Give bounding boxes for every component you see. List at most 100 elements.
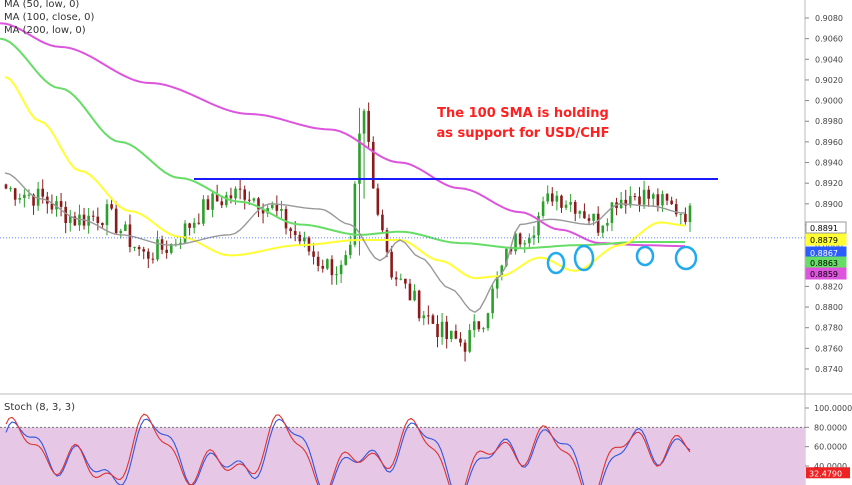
candle-body (381, 214, 384, 231)
candle-body (344, 255, 348, 265)
annotation-line-2: as support for USD/CHF (436, 126, 610, 141)
candle-body (514, 233, 517, 252)
candle-body (394, 277, 398, 280)
candle-body (431, 315, 435, 324)
candle-body (555, 195, 559, 202)
candle-body (587, 218, 591, 221)
candle-body (335, 274, 338, 276)
candle-body (358, 133, 361, 184)
candle-body (348, 244, 352, 256)
candle-body (225, 195, 228, 206)
price-tag (805, 233, 847, 246)
candle-body (23, 194, 26, 199)
fast-ma-line (4, 172, 686, 313)
candle-body (638, 196, 641, 205)
stoch-tick-label: 100.0000 (814, 404, 852, 413)
candle-body (440, 321, 444, 338)
legend-ma100: MA (100, close, 0) (4, 12, 95, 23)
candle-body (73, 216, 77, 226)
annotation-line-1: The 100 SMA is holding (437, 106, 609, 121)
stoch-tick-label: 40.0000 (814, 462, 847, 471)
candle-body (238, 188, 242, 190)
candle-body (647, 189, 650, 199)
candle-body (353, 183, 357, 245)
candle-body (546, 193, 549, 202)
candle-body (491, 288, 494, 314)
stoch-d-line (5, 413, 691, 485)
candle-body (537, 215, 540, 236)
price-tick-label: 0.8980 (815, 117, 843, 126)
candle-body (477, 321, 481, 330)
candle-body (518, 233, 522, 245)
candle-body (573, 202, 577, 214)
ma50-line (4, 75, 686, 280)
price-tick-label: 0.8940 (815, 159, 843, 168)
candle-body (665, 194, 669, 201)
candle-body (376, 188, 380, 215)
candle-body (399, 278, 403, 280)
candle-body (404, 278, 407, 284)
price-tick-label: 0.8780 (815, 324, 843, 333)
candle-body (248, 199, 251, 201)
candle-body (472, 321, 476, 331)
support-circle (573, 244, 595, 272)
support-circle (546, 251, 566, 275)
stoch-k-line (5, 418, 691, 485)
support-circle (635, 245, 655, 267)
price-tag-label: 0.8859 (810, 270, 838, 279)
candle-body (532, 235, 536, 239)
price-tick-label: 0.8960 (815, 138, 843, 147)
candle-body (436, 323, 439, 338)
price-tag-label: 0.8891 (810, 224, 838, 233)
candle-body (596, 213, 600, 233)
candle-body (495, 276, 499, 289)
price-tick-label: 0.8920 (815, 179, 843, 188)
candle-body (137, 246, 141, 250)
price-tick-label: 0.8820 (815, 282, 843, 291)
candle-body (110, 204, 113, 209)
candle-body (339, 264, 343, 275)
candle-body (592, 213, 595, 221)
candle-body (252, 198, 256, 201)
candle-body (624, 199, 628, 206)
candle-body (36, 188, 40, 206)
candle-body (367, 110, 370, 142)
candle-body (41, 188, 45, 197)
ma200-line (0, 22, 685, 248)
candle-body (321, 265, 325, 269)
candle-body (408, 283, 412, 301)
candle-body (560, 195, 563, 208)
price-tick-label: 0.8740 (815, 365, 843, 374)
ma-legend: MA (50, low, 0) MA (100, close, 0) MA (2… (4, 0, 94, 37)
candle-body (679, 213, 683, 215)
price-tick-label: 0.8900 (815, 200, 843, 209)
candle-body (500, 265, 504, 277)
candle-body (330, 259, 334, 276)
candle-body (27, 194, 31, 196)
candle-body (449, 330, 453, 340)
candle-body (220, 201, 224, 206)
candle-body (257, 198, 260, 210)
candle-body (119, 230, 123, 234)
candle-body (528, 238, 531, 244)
candle-body (32, 194, 35, 206)
candle-body (509, 248, 513, 252)
candle-body (482, 328, 485, 330)
candle-body (541, 201, 545, 216)
price-tick-label: 0.9080 (815, 14, 843, 23)
candle-body (610, 202, 614, 223)
candle-body (633, 196, 637, 198)
price-tick-label: 0.8860 (815, 241, 843, 250)
stoch-tag-label: 32.4790 (809, 469, 842, 478)
candle-body (289, 228, 292, 232)
candle-body (18, 198, 22, 200)
candle-body (50, 203, 54, 210)
candle-body (234, 188, 237, 199)
candle-body (670, 200, 673, 205)
stoch-band (0, 427, 805, 485)
stoch-tick-label: 60.0000 (814, 443, 847, 452)
candle-body (197, 222, 201, 224)
price-tick-label: 0.9020 (815, 76, 843, 85)
